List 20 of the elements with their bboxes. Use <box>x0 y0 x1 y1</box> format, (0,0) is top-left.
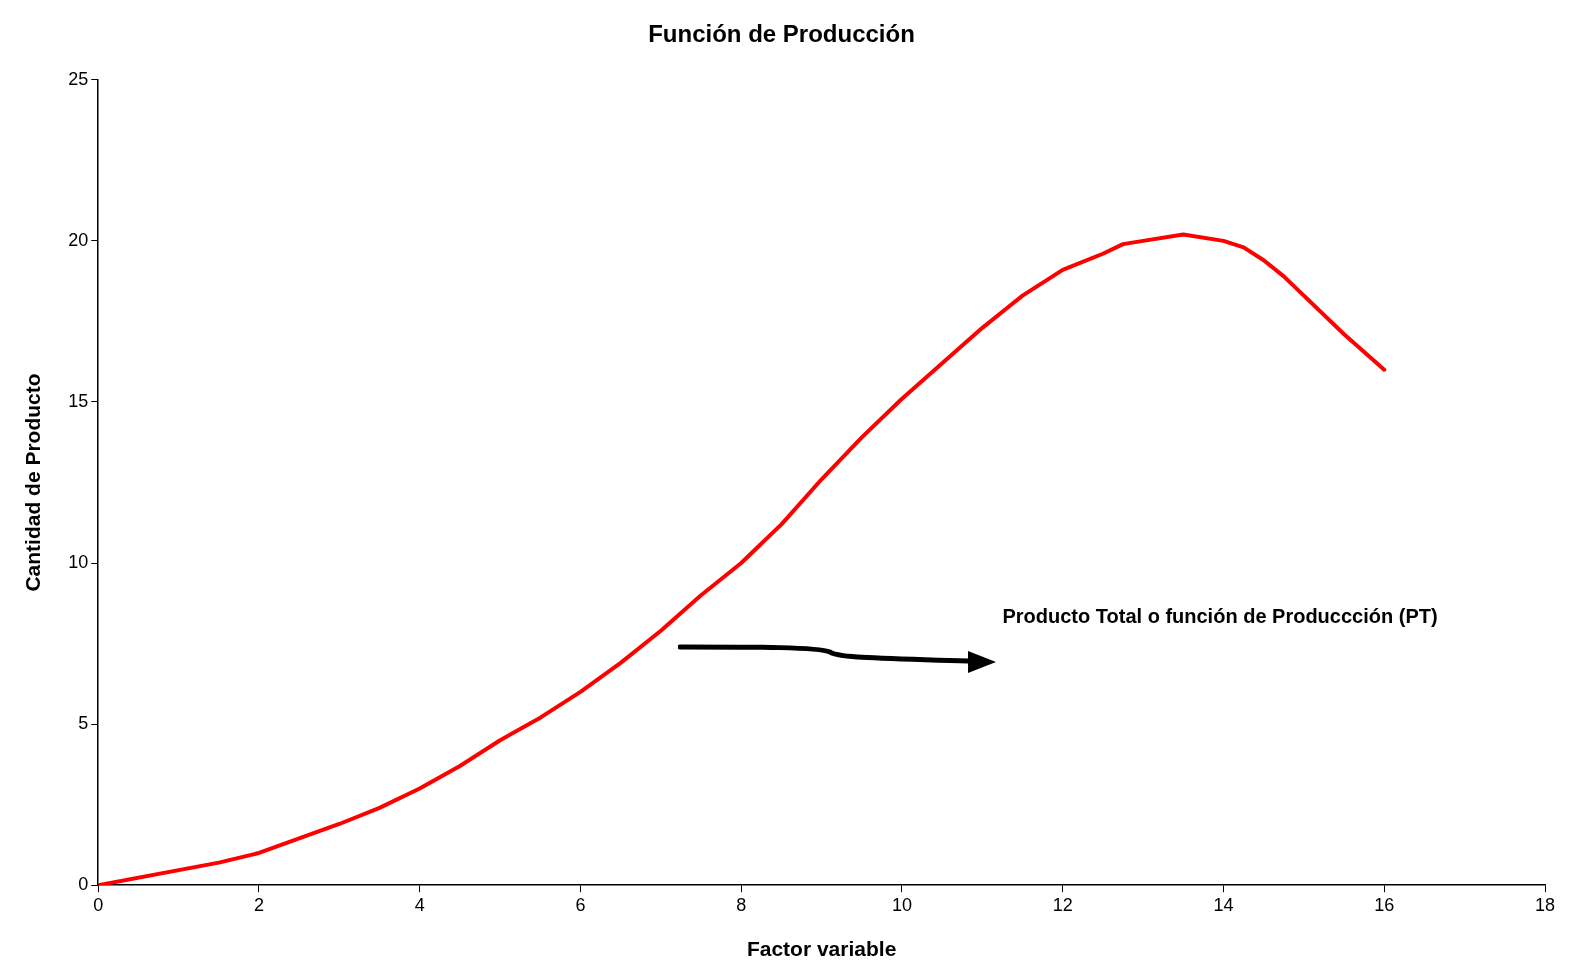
y-tick-label: 10 <box>68 552 89 573</box>
y-tick-label: 25 <box>68 68 89 89</box>
x-tick-label: 10 <box>891 894 912 915</box>
x-tick-label: 18 <box>1534 894 1556 915</box>
x-tick-label: 8 <box>736 894 747 915</box>
y-tick-label: 15 <box>68 390 89 411</box>
x-tick-label: 12 <box>1052 894 1073 915</box>
x-tick-label: 4 <box>414 894 425 915</box>
y-axis-title: Cantidad de Producto <box>21 373 45 592</box>
x-tick-label: 2 <box>253 894 264 915</box>
y-tick-label: 0 <box>78 874 89 895</box>
x-tick-label: 0 <box>93 894 104 915</box>
y-tick-label: 5 <box>78 713 89 734</box>
x-tick-label: 6 <box>575 894 586 915</box>
chart-title: Función de Producción <box>648 20 915 48</box>
x-axis-title: Factor variable <box>746 937 897 961</box>
annotation: Producto Total o función de Produccción (PT) <box>1002 604 1438 627</box>
y-tick-label: 20 <box>68 229 89 250</box>
x-tick-label: 14 <box>1213 894 1234 915</box>
x-tick-label: 16 <box>1374 894 1395 915</box>
